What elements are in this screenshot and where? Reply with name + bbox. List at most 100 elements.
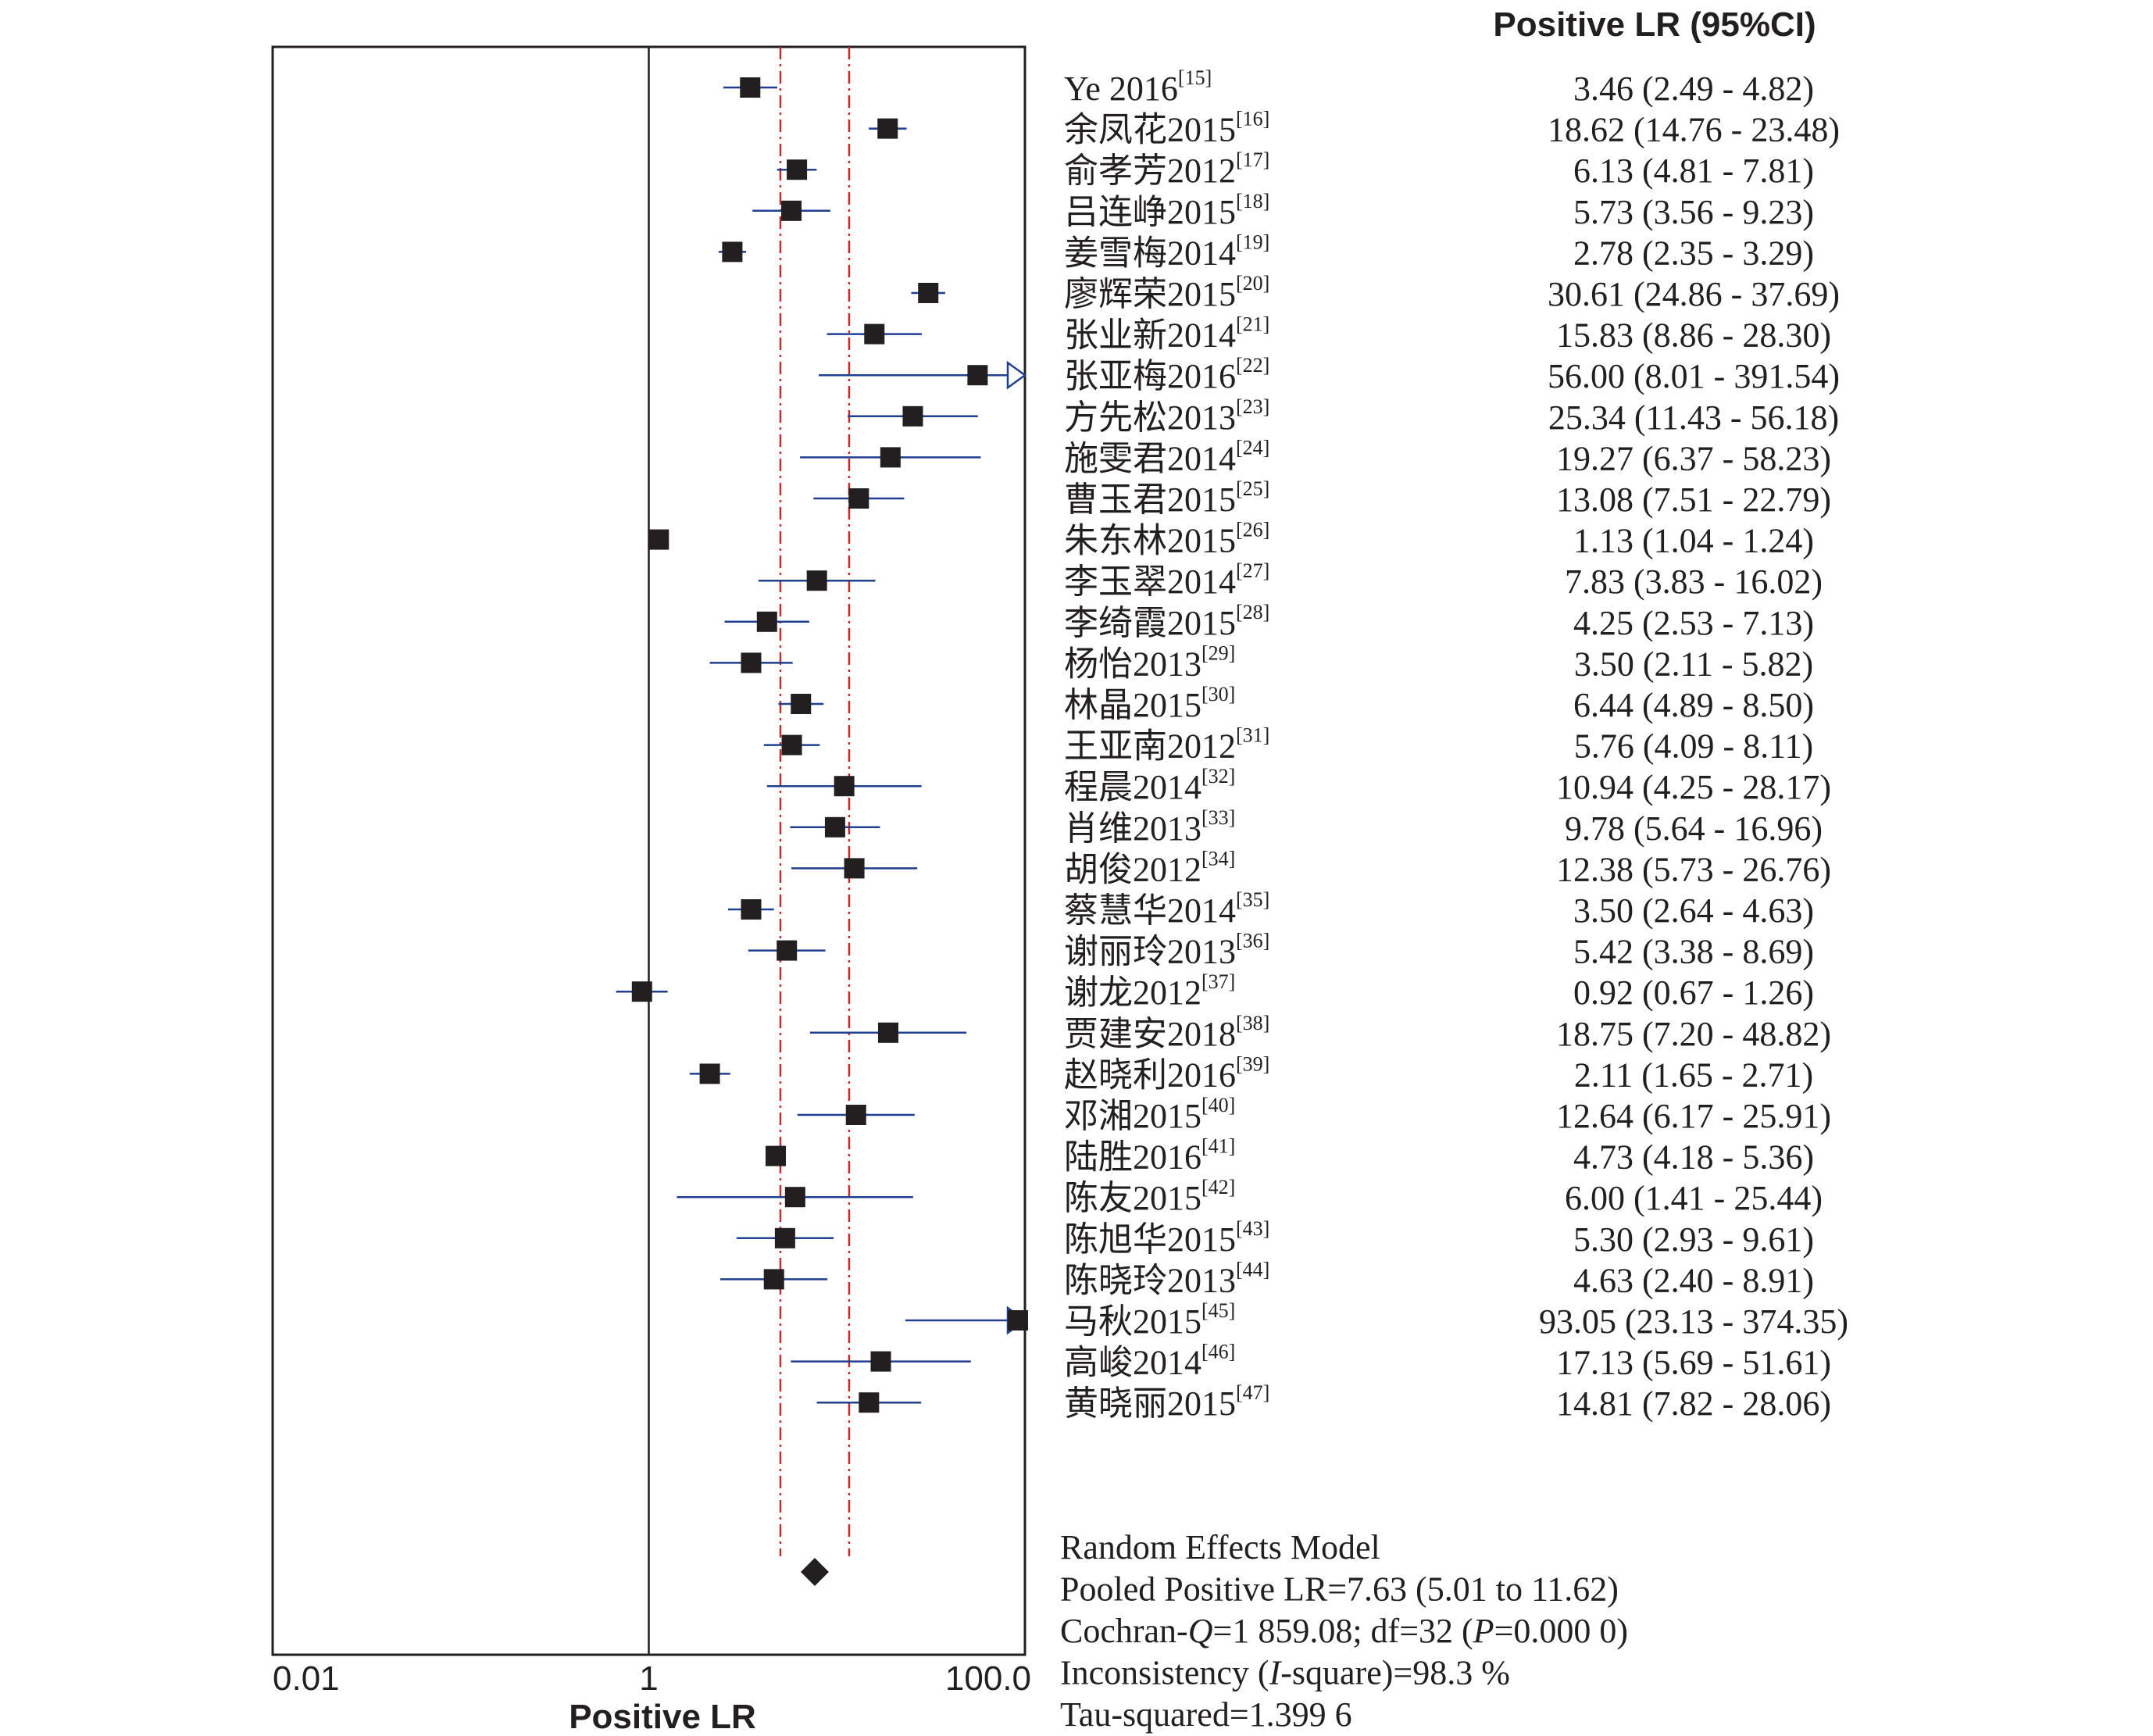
ci-value-labels: 3.46 (2.49 - 4.82)18.62 (14.76 - 23.48)6… [1539, 70, 1848, 1423]
ci-value-label: 19.27 (6.37 - 58.23) [1556, 439, 1831, 477]
study-reference: [31] [1236, 724, 1269, 747]
study-reference: [28] [1236, 601, 1269, 623]
study-label: 林晶2015[30] [1064, 683, 1235, 724]
study-reference: [16] [1236, 108, 1269, 130]
study-name: 谢丽玲2013 [1064, 933, 1236, 971]
ci-value-label: 3.50 (2.11 - 5.82) [1574, 645, 1813, 683]
study-name: 方先松2013 [1064, 398, 1236, 437]
study-label: 邓湘2015[40] [1064, 1094, 1235, 1135]
reference-lines [648, 47, 851, 1655]
point-estimate-marker [741, 652, 762, 673]
study-name: 俞孝芳2012 [1064, 152, 1236, 190]
ci-value-label: 15.83 (8.86 - 28.30) [1556, 316, 1831, 355]
study-label: 张业新2014[21] [1064, 313, 1269, 355]
ci-value-label: 6.44 (4.89 - 8.50) [1573, 686, 1814, 724]
ci-column-header: Positive LR (95%CI) [1493, 5, 1816, 44]
ci-value-label: 4.25 (2.53 - 7.13) [1573, 604, 1814, 642]
summary-segment: I [1269, 1654, 1283, 1692]
study-label: 程晨2014[32] [1064, 765, 1235, 806]
study-reference: [27] [1236, 559, 1269, 582]
ci-value-label: 14.81 (7.82 - 28.06) [1556, 1384, 1831, 1423]
point-estimate-marker [880, 447, 901, 468]
ci-truncation-arrow [1006, 360, 1027, 390]
study-name: 曹玉君2015 [1064, 480, 1236, 519]
point-estimate-marker [774, 1227, 795, 1248]
study-name: 林晶2015 [1064, 686, 1201, 724]
study-labels: Ye 2016[15]余凤花2015[16]俞孝芳2012[17]吕连峥2015… [1064, 66, 1269, 1423]
study-reference: [15] [1178, 66, 1212, 89]
pooled-diamond [800, 1558, 829, 1586]
point-estimate-marker [844, 858, 865, 879]
ci-value-label: 2.11 (1.65 - 2.71) [1574, 1056, 1813, 1094]
study-reference: [26] [1236, 519, 1269, 541]
study-label: 李玉翠2014[27] [1064, 559, 1269, 601]
study-label: 姜雪梅2014[19] [1064, 230, 1269, 272]
study-reference: [20] [1236, 272, 1269, 295]
study-label: Ye 2016[15] [1064, 66, 1212, 108]
study-label: 贾建安2018[38] [1064, 1012, 1269, 1053]
study-reference: [22] [1236, 354, 1269, 377]
ci-value-label: 6.13 (4.81 - 7.81) [1573, 152, 1814, 190]
study-reference: [38] [1236, 1012, 1269, 1034]
study-label: 李绮霞2015[28] [1064, 601, 1269, 642]
ci-value-label: 1.13 (1.04 - 1.24) [1573, 522, 1814, 560]
study-reference: [23] [1236, 395, 1269, 418]
study-name: 胡俊2012 [1064, 850, 1201, 888]
ci-value-label: 30.61 (24.86 - 37.69) [1548, 275, 1840, 313]
study-label: 俞孝芳2012[17] [1064, 148, 1269, 190]
study-reference: [19] [1236, 230, 1269, 253]
ci-value-label: 7.83 (3.83 - 16.02) [1565, 563, 1823, 601]
study-label: 黄晓丽2015[47] [1064, 1381, 1269, 1423]
study-name: 李绮霞2015 [1064, 604, 1236, 642]
study-name: Ye 2016 [1064, 70, 1178, 108]
summary-segment: P [1473, 1612, 1494, 1650]
point-estimate-marker [870, 1351, 891, 1372]
study-reference: [24] [1236, 436, 1269, 459]
study-name: 蔡慧华2014 [1064, 891, 1236, 930]
point-estimate-marker [784, 1187, 805, 1208]
point-estimate-marker [722, 241, 743, 263]
ci-value-label: 93.05 (23.13 - 374.35) [1539, 1302, 1848, 1341]
study-reference: [29] [1201, 641, 1235, 664]
ci-value-label: 18.75 (7.20 - 48.82) [1556, 1015, 1831, 1053]
summary-segment: Q [1188, 1612, 1213, 1650]
point-estimate-marker [877, 118, 898, 139]
study-label: 谢龙2012[37] [1064, 970, 1235, 1012]
study-reference: [30] [1201, 683, 1235, 705]
study-name: 陈晓玲2013 [1064, 1261, 1236, 1299]
study-name: 吕连峥2015 [1064, 193, 1236, 231]
study-label: 陆胜2016[41] [1064, 1135, 1235, 1177]
study-label: 杨怡2013[29] [1064, 641, 1235, 683]
study-reference: [21] [1236, 313, 1269, 336]
study-name: 陈旭华2015 [1064, 1220, 1236, 1259]
x-axis-ticks: 0.01 1 100.0 [273, 1659, 1031, 1698]
study-label: 方先松2013[23] [1064, 395, 1269, 437]
study-label: 施雯君2014[24] [1064, 436, 1269, 477]
point-estimate-marker [918, 283, 939, 303]
study-reference: [25] [1236, 477, 1269, 500]
study-reference: [35] [1236, 888, 1269, 911]
study-label: 胡俊2012[34] [1064, 847, 1235, 888]
point-estimate-marker [864, 323, 885, 345]
study-name: 余凤花2015 [1064, 111, 1236, 149]
study-label: 高峻2014[46] [1064, 1341, 1235, 1382]
summary-segment: Inconsistency ( [1060, 1654, 1269, 1692]
study-label: 廖辉荣2015[20] [1064, 272, 1269, 313]
study-reference: [33] [1201, 806, 1235, 829]
study-label: 赵晓利2016[39] [1064, 1052, 1269, 1094]
ci-value-label: 12.38 (5.73 - 26.76) [1556, 850, 1831, 888]
point-estimate-marker [756, 611, 777, 632]
ci-value-label: 5.42 (3.38 - 8.69) [1573, 933, 1814, 971]
point-estimate-marker [787, 159, 808, 180]
point-estimate-marker [631, 981, 652, 1002]
ci-value-label: 5.73 (3.56 - 9.23) [1573, 193, 1814, 231]
study-name: 赵晓利2016 [1064, 1056, 1236, 1094]
ci-value-label: 5.30 (2.93 - 9.61) [1573, 1220, 1814, 1259]
study-label: 曹玉君2015[25] [1064, 477, 1269, 519]
point-estimate-marker [902, 405, 923, 427]
x-tick-label: 100.0 [945, 1659, 1031, 1698]
summary-line: Inconsistency (I-square)=98.3 % [1060, 1654, 1510, 1692]
ci-value-label: 4.73 (4.18 - 5.36) [1573, 1138, 1814, 1177]
point-estimate-marker [741, 899, 762, 920]
